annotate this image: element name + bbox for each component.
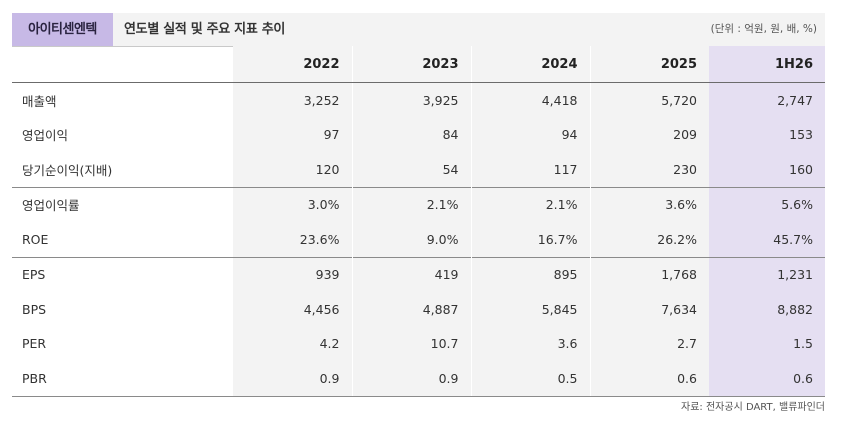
row-label: PER [22,336,47,352]
column-header-2024: 2024 [471,46,591,83]
row-label: PBR [12,361,233,397]
table-cell: 84 [352,117,472,152]
row-label: 영업이익 [22,128,69,144]
table-cell: 7,634 [590,292,709,327]
row-label: EPS [12,256,233,292]
column-header-1h26: 1H26 [709,46,825,83]
table-cell-highlight: 45.7% [709,222,825,257]
table-row: 영업이익률 3.0% 2.1% 2.1% 3.6% 5.6% [12,186,825,222]
table-cell: 94 [471,117,591,152]
table-cell: 2.1% [352,186,472,222]
table-title: 연도별 실적 및 주요 지표 추이 [124,22,286,37]
row-label: ROE [22,231,49,247]
row-label: 영업이익률 [12,186,233,222]
table-row: 당기순이익(지배) 120 54 117 230 160 [12,152,825,187]
table-cell: 3.6% [590,186,709,222]
table-cell-highlight: 2,747 [709,82,825,118]
company-badge: 아이티센엔텍 [12,13,113,46]
source-note: 자료: 전자공시 DART, 밸류파인더 [681,402,825,413]
table-cell: 5,845 [471,292,591,327]
table-cell: 895 [471,256,591,292]
table-cell: 3.6 [471,326,591,361]
table-cell: 1,768 [590,256,709,292]
unit-note: (단위 : 억원, 원, 배, %) [710,23,817,35]
column-header-2022: 2022 [233,46,353,83]
column-header-2023: 2023 [352,46,472,83]
table-cell: 209 [590,117,709,152]
table-cell: 0.9 [233,361,353,397]
table-cell: 10.7 [352,326,472,361]
table-cell: 2.7 [590,326,709,361]
table-cell: 2.1% [471,186,591,222]
table-cell-highlight: 0.6 [709,361,825,397]
table-cell-highlight: 5.6% [709,186,825,222]
row-label: 당기순이익(지배) [22,162,113,178]
table-cell: 4,418 [471,82,591,118]
table-cell: 117 [471,152,591,187]
table-row: ROE 23.6% 9.0% 16.7% 26.2% 45.7% [12,222,825,257]
table-cell: 9.0% [352,222,472,257]
table-cell-highlight: 1,231 [709,256,825,292]
table-cell-highlight: 8,882 [709,292,825,327]
table-row: 매출액 3,252 3,925 4,418 5,720 2,747 [12,82,825,118]
table-row: 영업이익 97 84 94 209 153 [12,117,825,152]
table-row: BPS 4,456 4,887 5,845 7,634 8,882 [12,292,825,327]
table-row: EPS 939 419 895 1,768 1,231 [12,256,825,292]
table-cell: 97 [233,117,353,152]
table-cell: 54 [352,152,472,187]
table-cell: 23.6% [233,222,353,257]
table-cell-highlight: 1.5 [709,326,825,361]
table-cell: 3.0% [233,186,353,222]
table-cell: 3,925 [352,82,472,118]
column-header-row: 2022 2023 2024 2025 1H26 [12,46,825,83]
table-cell: 0.6 [590,361,709,397]
table-row: PER 4.2 10.7 3.6 2.7 1.5 [12,326,825,361]
table-cell: 230 [590,152,709,187]
table-cell: 120 [233,152,353,187]
financial-table: 2022 2023 2024 2025 1H26 매출액 3,252 3,925… [12,46,825,397]
table-cell: 0.5 [471,361,591,397]
table-cell: 26.2% [590,222,709,257]
row-label: BPS [22,301,47,317]
table-cell: 4.2 [233,326,353,361]
column-header-2025: 2025 [590,46,709,83]
header-empty-cell [12,46,233,83]
table-cell: 4,887 [352,292,472,327]
table-cell: 0.9 [352,361,472,397]
table-header-bar: 아이티센엔텍 연도별 실적 및 주요 지표 추이 (단위 : 억원, 원, 배,… [12,13,825,47]
table-cell: 16.7% [471,222,591,257]
table-cell: 419 [352,256,472,292]
table-cell: 5,720 [590,82,709,118]
table-cell: 939 [233,256,353,292]
table-cell: 4,456 [233,292,353,327]
table-cell: 3,252 [233,82,353,118]
table-cell-highlight: 160 [709,152,825,187]
table-row: PBR 0.9 0.9 0.5 0.6 0.6 [12,361,825,397]
table-cell-highlight: 153 [709,117,825,152]
row-label: 매출액 [22,93,57,109]
